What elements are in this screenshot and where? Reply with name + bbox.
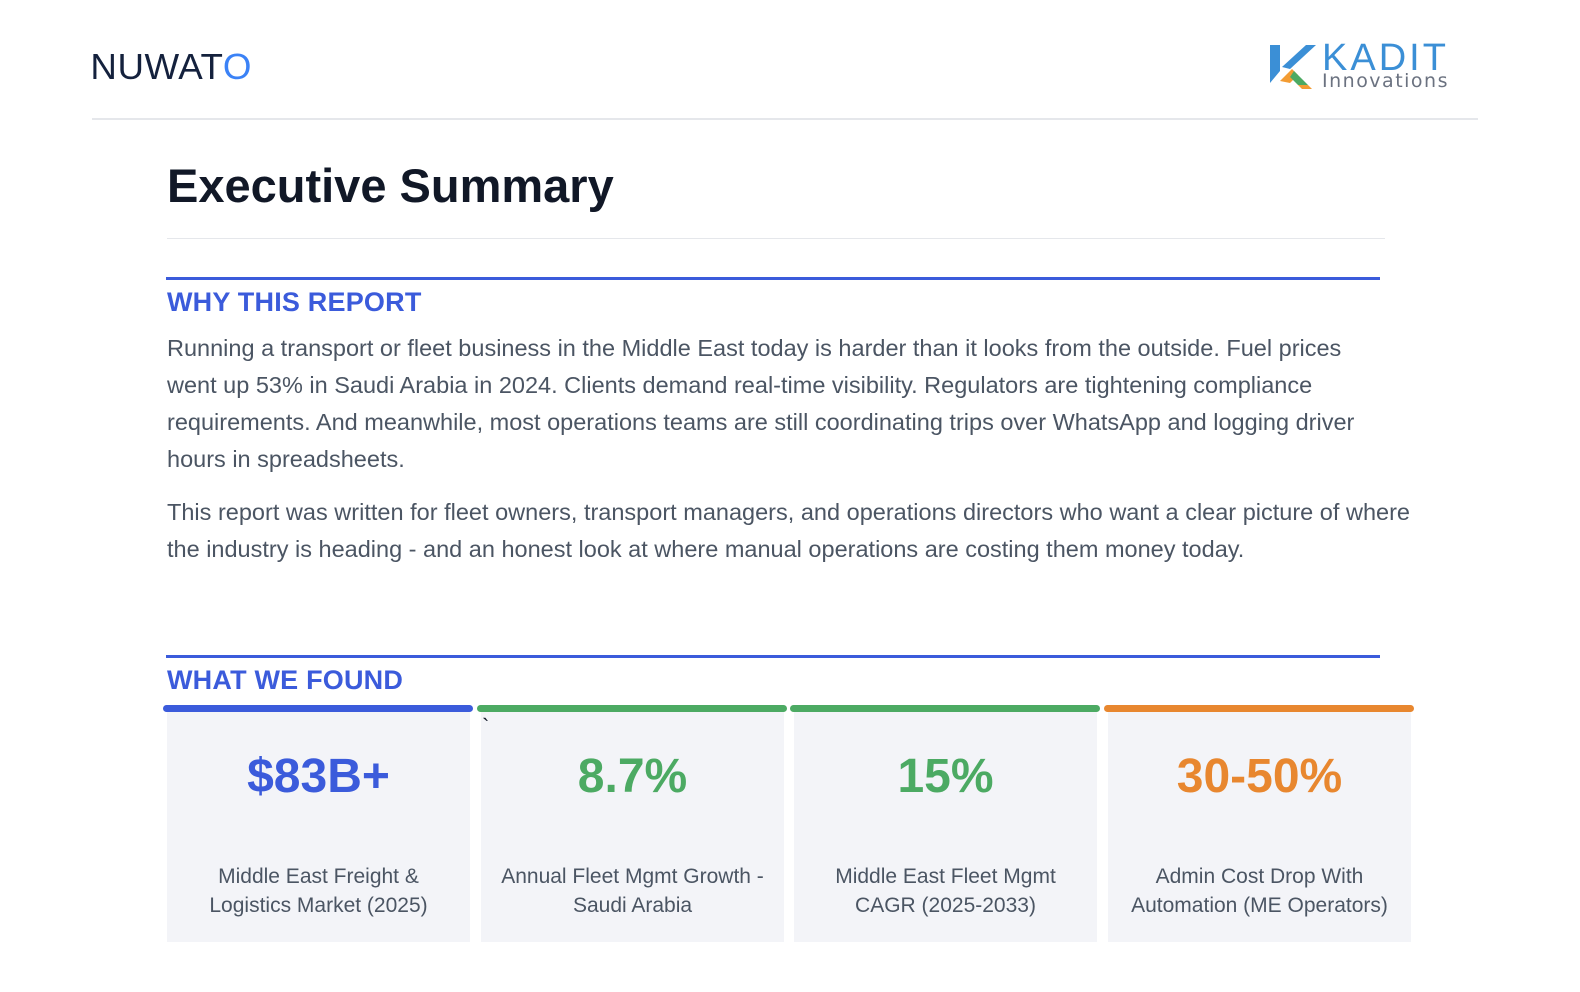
why-section-divider: [166, 277, 1380, 280]
why-paragraph-2: This report was written for fleet owners…: [167, 499, 1410, 562]
found-section-heading: WHAT WE FOUND: [167, 665, 404, 695]
stat-card-body: 8.7% Annual Fleet Mgmt Growth - Saudi Ar…: [481, 712, 784, 942]
stat-label: Middle East Freight & Logistics Market (…: [209, 865, 428, 917]
page-header: NUWATO KADIT Innovations: [90, 36, 1478, 120]
stat-value: 8.7%: [577, 750, 688, 803]
stat-card-body: $83B+ Middle East Freight & Logistics Ma…: [167, 712, 470, 942]
kadit-subtitle: Innovations: [1322, 70, 1449, 92]
nuwato-logo-accent: O: [222, 46, 252, 87]
kadit-wordmark: KADIT: [1322, 37, 1449, 79]
stat-card-accent-bar: [790, 705, 1100, 712]
stat-value: 15%: [897, 750, 994, 803]
stat-card-admin-cost: 30-50% Admin Cost Drop With Automation (…: [1104, 705, 1414, 942]
stat-card-market: $83B+ Middle East Freight & Logistics Ma…: [163, 705, 473, 942]
kadit-logo: KADIT Innovations: [1268, 37, 1478, 92]
stat-value: 30-50%: [1176, 750, 1343, 803]
stat-card-saudi-growth: 8.7% Annual Fleet Mgmt Growth - Saudi Ar…: [477, 705, 787, 942]
stat-card-body: 15% Middle East Fleet Mgmt CAGR (2025-20…: [794, 712, 1097, 942]
nuwato-logo: NUWATO: [90, 49, 252, 85]
stat-value: $83B+: [247, 750, 390, 803]
why-section-heading: WHY THIS REPORT: [167, 287, 422, 317]
title-divider: [167, 238, 1385, 239]
stat-card-accent-bar: [477, 705, 787, 712]
stat-card-accent-bar: [163, 705, 473, 712]
page-title: Executive Summary: [167, 159, 614, 212]
stat-label: Middle East Fleet Mgmt CAGR (2025-2033): [835, 865, 1056, 917]
nuwato-logo-text: NUWAT: [90, 46, 223, 87]
stat-card-body: 30-50% Admin Cost Drop With Automation (…: [1108, 712, 1411, 942]
stray-backtick-mark: `: [482, 714, 490, 739]
kadit-k-icon: [1270, 45, 1316, 89]
stat-label: Admin Cost Drop With Automation (ME Oper…: [1131, 865, 1388, 917]
stat-label: Annual Fleet Mgmt Growth - Saudi Arabia: [501, 865, 764, 917]
stat-card-me-cagr: 15% Middle East Fleet Mgmt CAGR (2025-20…: [790, 705, 1100, 942]
stat-cards: $83B+ Middle East Freight & Logistics Ma…: [163, 705, 1415, 942]
why-paragraph-1: Running a transport or fleet business in…: [167, 335, 1355, 472]
found-section-divider: [166, 655, 1380, 658]
stat-card-accent-bar: [1104, 705, 1414, 712]
